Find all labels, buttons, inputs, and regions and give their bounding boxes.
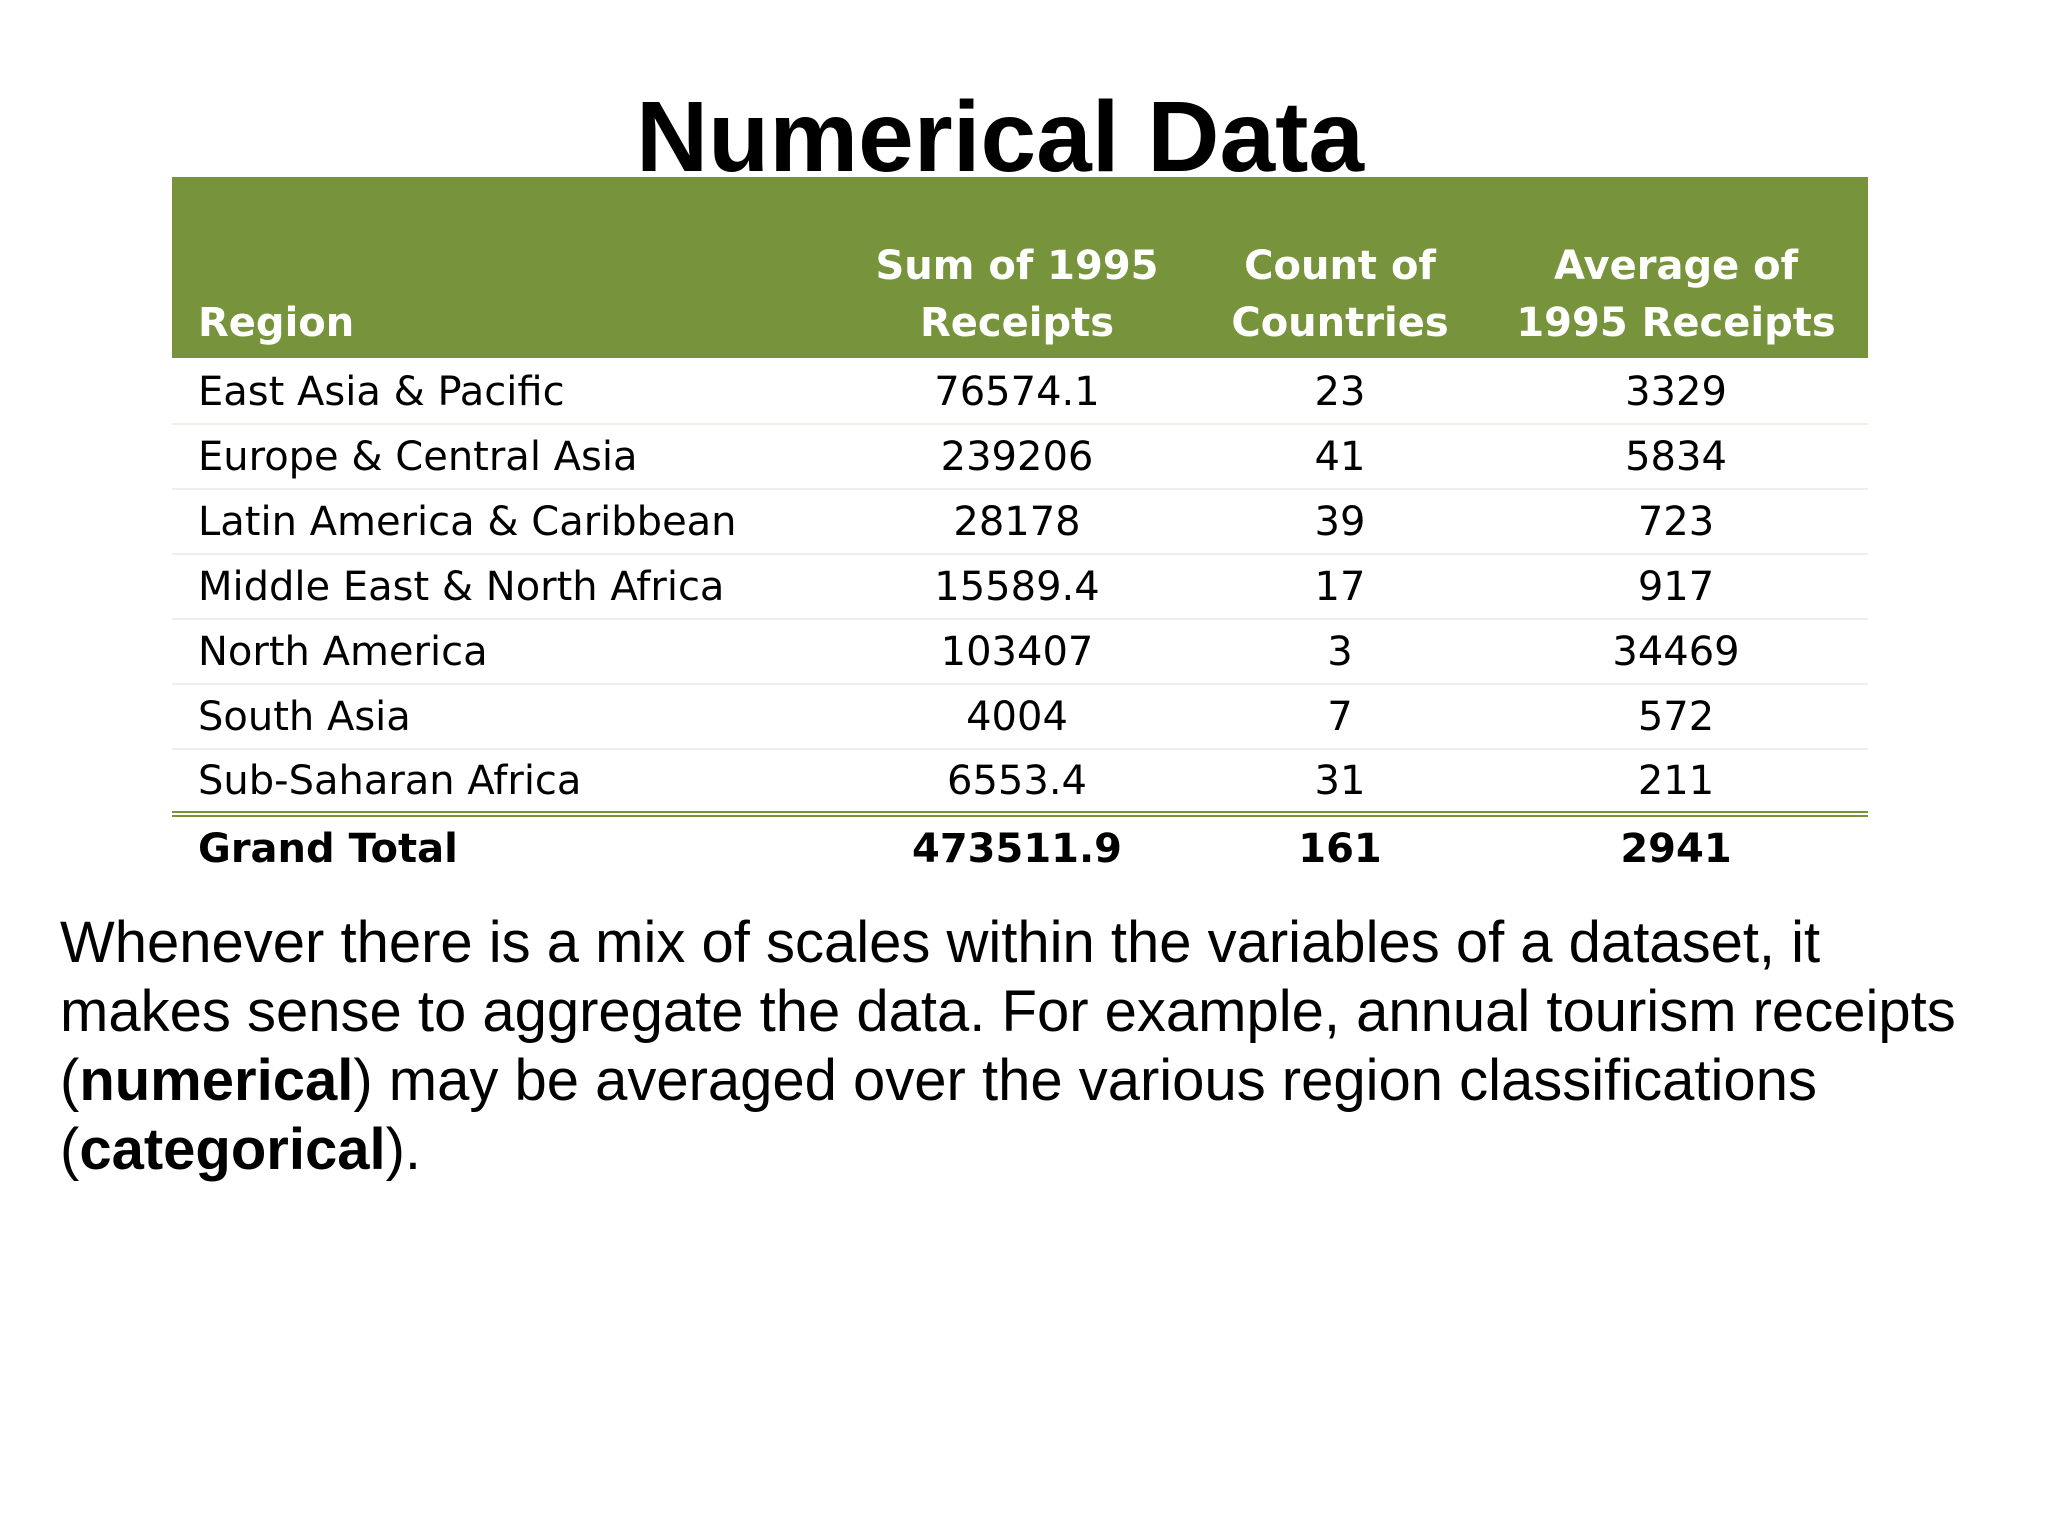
table-row: Sub-Saharan Africa 6553.4 31 211: [172, 749, 1868, 817]
header-avg-line2: 1995 Receipts: [1516, 299, 1836, 346]
cell-average: 572: [1484, 684, 1868, 750]
grand-total-label: Grand Total: [198, 825, 458, 872]
cell-region: North America: [172, 619, 838, 685]
cell-count: 3: [1196, 619, 1484, 685]
table-header-row: Region Sum of 1995 Receipts Count of Cou…: [172, 177, 1868, 361]
table-row: Europe & Central Asia 239206 41 5834: [172, 424, 1868, 490]
grand-total-average: 2941: [1620, 825, 1732, 872]
paragraph-bold-numerical: numerical: [79, 1048, 354, 1113]
cell-count: 41: [1196, 424, 1484, 490]
cell-count: 39: [1196, 489, 1484, 555]
cell-count: 23: [1196, 359, 1484, 425]
header-average-receipts: Average of 1995 Receipts: [1484, 177, 1868, 361]
cell-average: 34469: [1484, 619, 1868, 685]
table-row: Middle East & North Africa 15589.4 17 91…: [172, 554, 1868, 620]
table-row: North America 103407 3 34469: [172, 619, 1868, 685]
cell-sum: 239206: [838, 424, 1196, 490]
cell-sum: 28178: [838, 489, 1196, 555]
cell-sum: 4004: [838, 684, 1196, 750]
slide-title: Numerical Data: [635, 81, 1365, 193]
header-count-line2: Countries: [1231, 299, 1449, 346]
table-row: East Asia & Pacific 76574.1 23 3329: [172, 359, 1868, 425]
cell-sum: 6553.4: [838, 749, 1196, 817]
header-region-label: Region: [198, 299, 355, 346]
header-region: Region: [172, 177, 838, 361]
cell-count: 7: [1196, 684, 1484, 750]
header-sum-receipts: Sum of 1995 Receipts: [838, 177, 1196, 361]
grand-total-count: 161: [1298, 825, 1382, 872]
paragraph-text-2: ) may be averaged over the various regio…: [60, 1048, 1817, 1182]
header-count-countries: Count of Countries: [1196, 177, 1484, 361]
grand-total-sum: 473511.9: [911, 825, 1123, 872]
header-count-line1: Count of: [1244, 242, 1436, 289]
cell-count: 31: [1196, 749, 1484, 817]
cell-average: 211: [1484, 749, 1868, 817]
cell-average: 723: [1484, 489, 1868, 555]
cell-average: 5834: [1484, 424, 1868, 490]
paragraph-text-3: ).: [385, 1117, 422, 1182]
header-sum-line2: Receipts: [919, 299, 1115, 346]
pivot-table: Region Sum of 1995 Receipts Count of Cou…: [172, 177, 1868, 880]
cell-region: Latin America & Caribbean: [172, 489, 838, 555]
cell-average: 917: [1484, 554, 1868, 620]
table-row: Latin America & Caribbean 28178 39 723: [172, 489, 1868, 555]
cell-region: Europe & Central Asia: [172, 424, 838, 490]
body-paragraph: Whenever there is a mix of scales within…: [60, 908, 2000, 1184]
cell-sum: 103407: [838, 619, 1196, 685]
paragraph-text-1: Whenever there is a mix of scales within…: [60, 910, 1956, 1113]
cell-count: 17: [1196, 554, 1484, 620]
header-sum-line1: Sum of 1995: [875, 242, 1159, 289]
table-row: South Asia 4004 7 572: [172, 684, 1868, 750]
grand-total-row: Grand Total 473511.9 161 2941: [172, 814, 1868, 880]
header-avg-line1: Average of: [1553, 242, 1799, 289]
cell-region: East Asia & Pacific: [172, 359, 838, 425]
cell-region: Middle East & North Africa: [172, 554, 838, 620]
cell-sum: 76574.1: [838, 359, 1196, 425]
cell-region: Sub-Saharan Africa: [172, 749, 838, 817]
paragraph-bold-categorical: categorical: [79, 1117, 386, 1182]
cell-region: South Asia: [172, 684, 838, 750]
cell-average: 3329: [1484, 359, 1868, 425]
cell-sum: 15589.4: [838, 554, 1196, 620]
